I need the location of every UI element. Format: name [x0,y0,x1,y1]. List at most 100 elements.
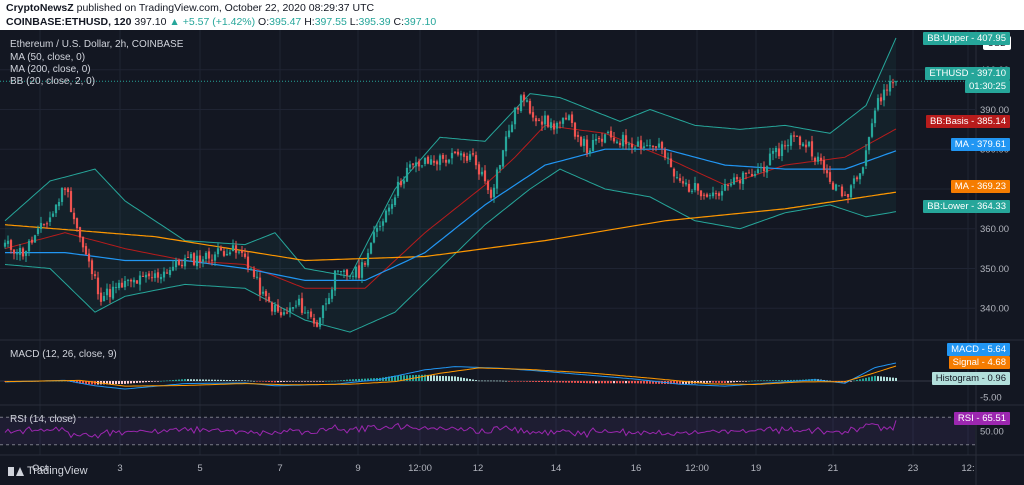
candle-body [471,153,475,155]
grid [0,30,975,455]
candle-body [411,163,415,165]
candle-body [504,136,508,152]
time-axis-label: 16 [631,463,642,474]
macd-histogram-bar [784,380,786,381]
bb-lower-tag: BB:Lower - 364.33 [923,200,1010,213]
macd-histogram-bar [610,381,612,384]
bb-upper-value: 407.95 [976,33,1006,44]
candle-body [570,114,574,123]
candle-body [258,277,262,295]
macd-histogram-bar [712,381,714,383]
candle-body [285,312,289,314]
signal-value: 4.68 [987,357,1007,368]
candle-body [498,165,502,170]
macd-histogram-bar [535,381,537,382]
candle-body [72,212,76,220]
bb-upper-line [4,37,897,277]
candle-body [276,304,280,312]
ethusd-value: 397.10 [976,68,1006,79]
candle-body [192,253,196,265]
candle-body [747,172,751,174]
macd-histogram-bar [736,381,738,383]
candle-body [177,260,181,265]
candle-body [753,173,757,176]
candle-body [87,253,91,262]
candles [3,75,898,330]
symbol-label: COINBASE:ETHUSD, 120 [6,16,132,28]
candle-body [666,157,670,159]
macd-histogram-bar [586,381,588,384]
macd-histogram-bar [601,381,603,384]
candle-body [627,143,631,145]
candle-body [354,266,358,278]
price-chart[interactable]: 400.00390.00380.00370.00360.00350.00340.… [0,30,1024,485]
candle-body [291,307,295,309]
tradingview-logo[interactable]: TradingView [8,465,88,477]
macd-histogram-bar [565,381,567,383]
candle-body [270,302,274,312]
macd-histogram-bar [793,379,795,381]
candle-body [108,289,112,298]
candle-body [303,312,307,314]
time-axis-label: 12 [473,463,484,474]
candle-body [252,269,256,277]
candle-body [537,119,541,121]
candle-body [834,184,838,191]
macd-histogram-bar [292,381,294,382]
histogram-tag: Histogram - 0.96 [931,372,1010,385]
macd-histogram-bar [895,377,897,381]
macd-legend: MACD (12, 26, close, 9) [10,349,117,360]
macd-histogram-bar [247,380,249,382]
macd-histogram-bar [703,381,705,383]
candle-body [318,317,322,327]
candle-body [189,254,193,259]
macd-histogram-bar [202,379,204,381]
macd-histogram-bar [787,379,789,381]
macd-histogram-bar [850,381,852,382]
macd-histogram-bar [532,381,534,382]
candle-body [780,144,784,156]
candle-body [42,224,46,226]
macd-histogram-bar [490,380,492,382]
macd-histogram-bar [142,381,144,383]
candle-body [114,287,118,289]
candle-body [261,291,265,294]
candle-body [18,247,22,255]
macd-histogram-bar [385,376,387,381]
candle-body [267,296,271,302]
candle-body [801,143,805,146]
macd-histogram-bar [769,380,771,381]
candle-body [660,141,664,149]
candle-body [66,188,70,193]
ma50-value: 379.61 [976,139,1006,150]
candle-body [825,170,829,174]
macd-histogram-bar [148,381,150,382]
time-axis-label: 21 [828,463,839,474]
macd-histogram-bar [505,380,507,382]
candle-body [633,147,637,149]
candle-body [699,190,703,197]
candle-body [783,145,787,147]
macd-histogram-bar [790,379,792,381]
candle-body [126,279,130,281]
macd-histogram-bar [139,381,141,383]
macd-histogram-bar [283,381,285,382]
macd-histogram-bar [259,381,261,382]
macd-histogram-bar [865,377,867,381]
macd-histogram-bar [715,381,717,383]
candle-body [675,177,679,179]
macd-histogram-bar [364,378,366,381]
macd-histogram-bar [697,381,699,384]
candle-body [468,154,472,160]
last-price: 397.10 [134,16,167,28]
macd-histogram-bar [598,381,600,384]
time-axis-label: 14 [551,463,562,474]
macd-histogram-bar [568,381,570,383]
candle-body [174,260,178,268]
candle-body [894,81,898,83]
candle-body [879,97,883,102]
macd-histogram-bar [517,381,519,382]
macd-histogram-bar [877,376,879,381]
candle-body [828,172,832,182]
macd-histogram-bar [103,381,105,385]
